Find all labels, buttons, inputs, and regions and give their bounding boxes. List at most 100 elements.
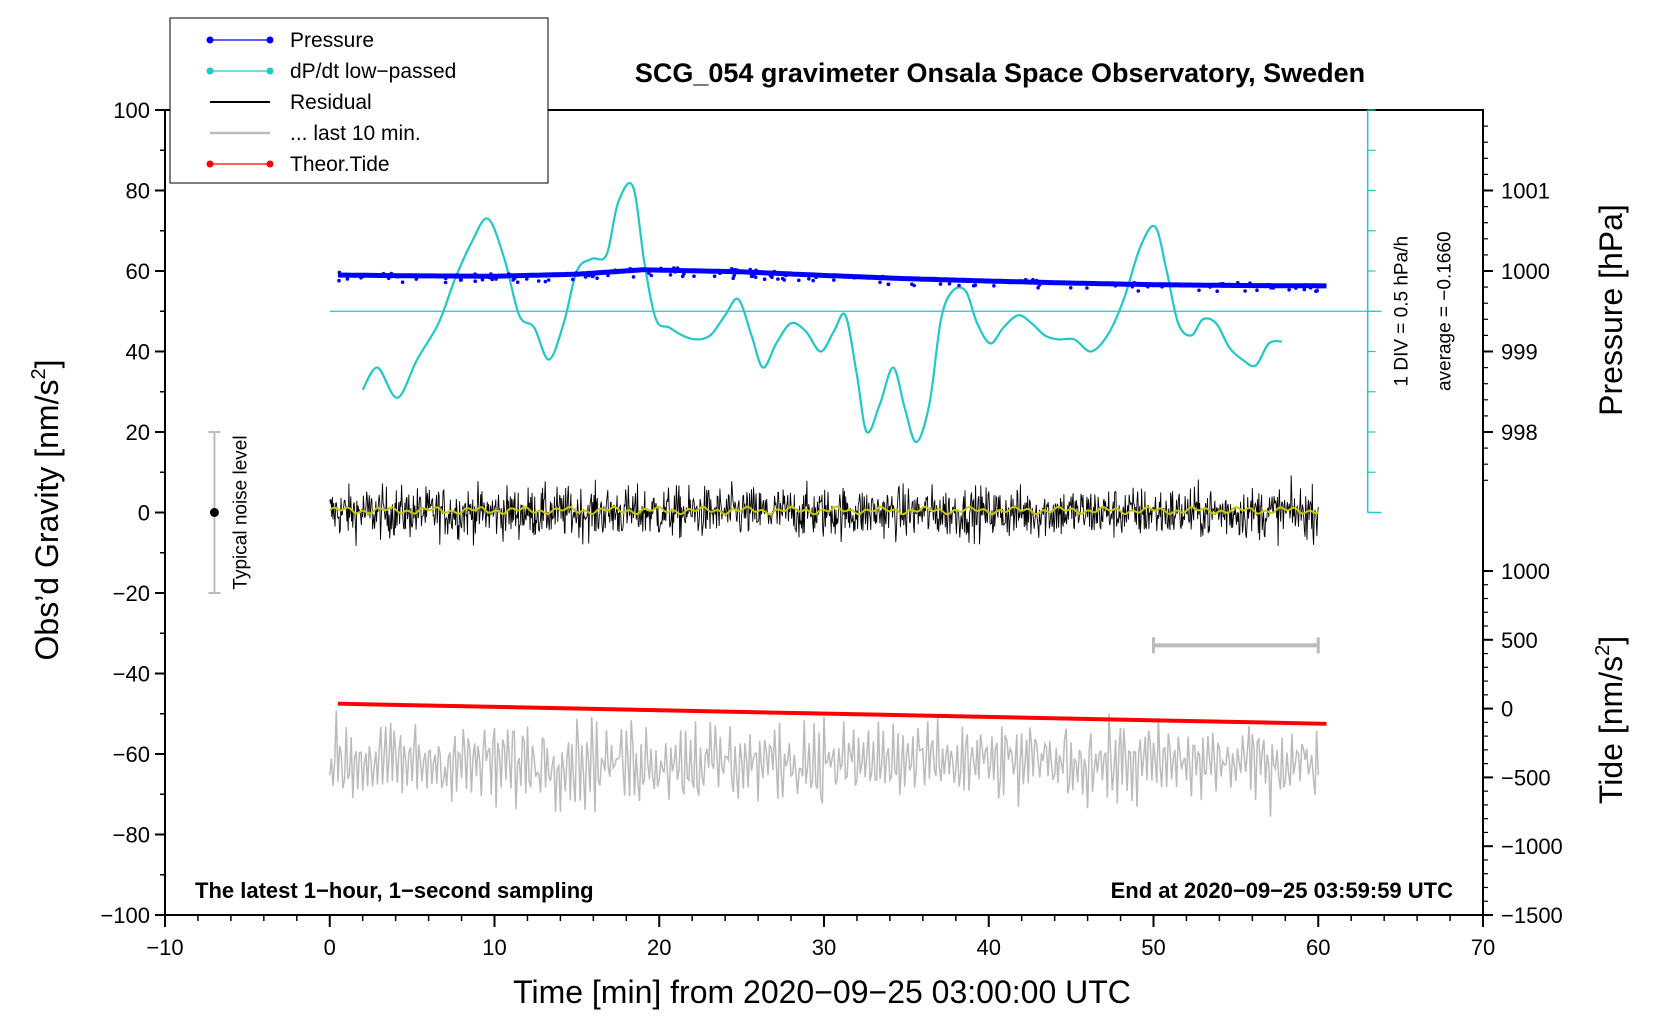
legend-marker [266, 160, 274, 168]
pressure-point [1316, 285, 1320, 289]
x-axis-label: Time [min] from 2020−09−25 03:00:00 UTC [513, 974, 1131, 1010]
y-tick-label: 20 [126, 420, 150, 445]
x-axis: −10 0 10 20 30 40 50 60 70 [146, 915, 1495, 960]
pressure-point [1215, 289, 1219, 294]
pressure-point [1113, 284, 1118, 288]
pressure-point [1118, 281, 1123, 286]
pressure-point [1160, 284, 1164, 289]
tide-tick-label: 500 [1501, 628, 1538, 653]
pressure-point [768, 274, 773, 278]
pressure-point [543, 279, 548, 284]
legend-marker [266, 36, 274, 44]
pressure-point [953, 278, 957, 282]
pressure-point [867, 275, 871, 280]
pressure-point [359, 273, 364, 277]
x-tick-label: 70 [1471, 935, 1495, 960]
pressure-point [852, 275, 856, 280]
pressure-point [1145, 284, 1150, 289]
pressure-point [654, 268, 659, 273]
pressure-point [800, 272, 804, 277]
pressure-point [1136, 289, 1141, 293]
pressure-point [456, 275, 461, 279]
pressure-point [1157, 282, 1161, 286]
x-tick-label: 0 [324, 935, 336, 960]
pressure-point [811, 278, 815, 283]
pressure-point [1074, 281, 1078, 286]
pressure-point [1271, 286, 1276, 290]
legend-label: Residual [290, 91, 372, 114]
pressure-point [884, 276, 888, 280]
pressure-point [938, 282, 943, 286]
pressure-point [1315, 288, 1319, 293]
pressure-point [1287, 288, 1291, 292]
pressure-line [337, 267, 1327, 289]
legend-label: Theor.Tide [290, 153, 390, 176]
pressure-point [681, 268, 686, 273]
pressure-point [964, 277, 968, 282]
pressure-point [1130, 284, 1135, 289]
pressure-point [494, 277, 498, 281]
pressure-point [583, 275, 588, 279]
pressure-point [587, 273, 591, 278]
y-tick-label: 80 [126, 179, 150, 204]
x-tick-label: 10 [482, 935, 506, 960]
pressure-point [571, 277, 575, 282]
pressure-point [628, 267, 632, 271]
pressure-point [1008, 280, 1012, 285]
y-tick-label: −80 [113, 823, 150, 848]
pressure-point [680, 274, 685, 279]
pressure-point [595, 276, 599, 281]
tide-tick-label: −500 [1501, 765, 1551, 790]
pressure-point [647, 271, 651, 275]
footnote-left: The latest 1−hour, 1−second sampling [195, 878, 594, 903]
pressure-point [910, 282, 914, 287]
pressure-point [762, 277, 767, 282]
pressure-point [487, 275, 492, 280]
annotation-layer: 1 DIV = 0.5 hPa/h average = −0.1660 Typica… [208, 109, 1456, 654]
pressure-point [752, 270, 757, 275]
pressure-point [1303, 283, 1308, 287]
y-axis-pressure: 998 999 1000 1001 [1483, 125, 1550, 481]
pressure-point [930, 276, 935, 281]
pressure-point [730, 267, 734, 271]
pressure-point [692, 274, 696, 279]
pressure-point [345, 277, 350, 281]
y-axis-tide-label: Tide [nm/s2] [1592, 636, 1629, 804]
y-tick-label: −60 [113, 742, 150, 767]
pressure-point [748, 267, 752, 272]
y-tick-label: −40 [113, 662, 150, 687]
pressure-point [776, 277, 780, 281]
y-left-label-end: ] [29, 360, 65, 369]
y-tick-label: 0 [138, 501, 150, 526]
pressure-point [649, 273, 654, 278]
pressure-point [381, 273, 386, 277]
pressure-point [772, 269, 777, 274]
legend-label: Pressure [290, 29, 374, 52]
noise-center-dot [209, 508, 219, 517]
pressure-point [544, 274, 548, 278]
dpdt-average-label: average = −0.1660 [1435, 231, 1456, 391]
pressure-point [675, 266, 680, 270]
pressure-point [337, 278, 341, 283]
pressure-point [730, 270, 734, 274]
residual-line [329, 475, 1319, 546]
tide-tick-label: 1000 [1501, 559, 1550, 584]
pressure-point [378, 273, 383, 278]
x-tick-label: 30 [812, 935, 836, 960]
x-tick-label: 60 [1306, 935, 1330, 960]
pressure-point [443, 280, 448, 285]
pressure-point [1227, 282, 1231, 287]
pressure-tick-label: 998 [1501, 420, 1538, 445]
pressure-point [957, 283, 961, 288]
tide-tick-label: −1000 [1501, 834, 1563, 859]
pressure-point [836, 274, 841, 278]
pressure-point [1037, 283, 1042, 287]
pressure-point [574, 271, 578, 275]
legend: Pressure dP/dt low−passed Residual ... last… [169, 17, 549, 184]
legend-box [169, 17, 549, 184]
pressure-point [414, 277, 419, 281]
last10-line [329, 710, 1320, 817]
pressure-point [1266, 282, 1271, 287]
pressure-point [1068, 286, 1073, 290]
